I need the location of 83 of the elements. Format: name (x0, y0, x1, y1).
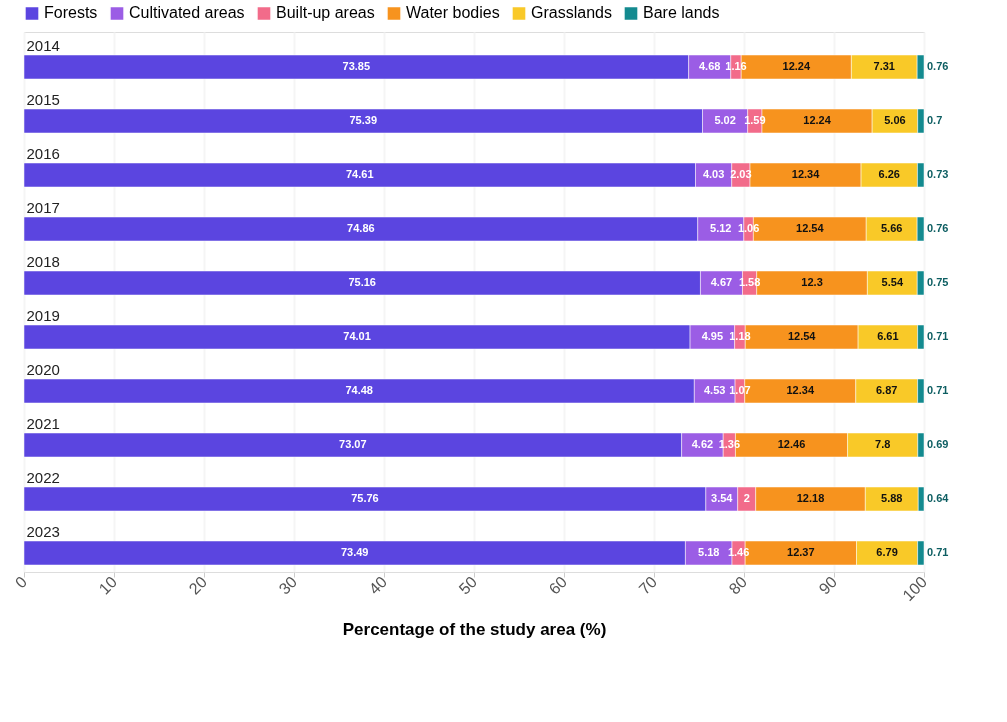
legend-label: Cultivated areas (129, 4, 245, 22)
legend-label: Water bodies (406, 4, 500, 22)
x-tick-label: 50 (455, 573, 481, 598)
data-label: 12.34 (791, 168, 821, 180)
x-tick-label: 90 (815, 573, 841, 598)
x-axis-title: Percentage of the study area (%) (342, 620, 607, 640)
data-label: 0.64 (927, 492, 950, 504)
data-label: 12.34 (786, 384, 815, 396)
data-label: 5.54 (881, 276, 904, 288)
y-tick-label: 2020 (26, 361, 60, 378)
data-label: 0.75 (927, 276, 949, 288)
x-tick-label: 30 (275, 573, 301, 598)
data-label: 74.48 (345, 384, 373, 396)
data-label: 6.79 (876, 546, 898, 558)
x-tick-label: 60 (545, 573, 571, 598)
data-label: 12.54 (787, 330, 817, 342)
data-label: 4.03 (702, 168, 725, 180)
data-label: 12.46 (777, 438, 806, 450)
x-tick-label: 20 (185, 573, 211, 598)
data-label: 3.54 (711, 492, 734, 504)
data-label: 0.71 (927, 384, 949, 396)
data-label: 0.76 (927, 222, 949, 234)
data-label: 12.18 (796, 492, 825, 504)
data-label: 0.7 (927, 114, 943, 126)
data-label: 5.66 (880, 222, 903, 234)
data-label: 5.06 (884, 114, 906, 126)
data-label: 12.37 (787, 546, 815, 558)
data-label: 4.53 (703, 384, 726, 396)
data-label: 12.3 (801, 276, 823, 288)
x-tick-label: 40 (365, 573, 391, 598)
y-tick-label: 2016 (26, 145, 60, 162)
x-tick-label: 100 (899, 573, 931, 605)
data-label: 75.16 (348, 276, 376, 288)
data-label: 1.06 (737, 222, 760, 234)
x-tick-label: 0 (11, 573, 31, 592)
data-label: 7.31 (873, 60, 895, 72)
y-tick-label: 2018 (26, 253, 60, 270)
data-label: 6.87 (875, 384, 898, 396)
data-label: 0.69 (927, 438, 949, 450)
data-label: 5.02 (714, 114, 736, 126)
data-label: 4.62 (691, 438, 714, 450)
data-label: 0.76 (927, 60, 949, 72)
data-label: 0.71 (927, 546, 949, 558)
legend-label: Grasslands (531, 4, 612, 22)
data-label: 5.12 (710, 222, 732, 234)
y-tick-label: 2023 (26, 523, 60, 540)
y-tick-label: 2017 (26, 199, 60, 216)
data-label: 4.68 (699, 60, 721, 72)
data-label: 74.61 (345, 168, 374, 180)
data-label: 1.18 (729, 330, 751, 342)
data-label: 12.24 (803, 114, 832, 126)
x-tick-label: 70 (635, 573, 661, 598)
data-label: 74.01 (343, 330, 371, 342)
data-label: 1.16 (725, 60, 747, 72)
y-tick-label: 2015 (26, 91, 60, 108)
data-label: 0.71 (927, 330, 949, 342)
legend-label: Built-up areas (276, 4, 375, 22)
y-tick-label: 2022 (26, 469, 60, 486)
data-label: 7.8 (875, 438, 891, 450)
y-tick-label: 2021 (26, 415, 60, 432)
data-label: 12.24 (782, 60, 811, 72)
data-label: 73.85 (342, 60, 371, 72)
data-label: 5.88 (881, 492, 903, 504)
legend-label: Forests (44, 4, 98, 22)
data-label: 2 (743, 492, 750, 504)
data-label: 74.86 (347, 222, 375, 234)
legend-label: Bare lands (643, 4, 720, 22)
data-label: 4.95 (701, 330, 724, 342)
data-label: 5.18 (698, 546, 720, 558)
x-tick-label: 80 (725, 573, 751, 598)
data-label: 4.67 (710, 276, 733, 288)
data-label: 75.39 (349, 114, 378, 126)
data-label: 73.49 (340, 546, 369, 558)
y-tick-label: 2019 (26, 307, 60, 324)
data-label: 73.07 (339, 438, 367, 450)
data-label: 12.54 (796, 222, 825, 234)
data-label: 6.61 (877, 330, 899, 342)
data-label: 75.76 (351, 492, 379, 504)
data-label: 1.07 (729, 384, 751, 396)
data-label: 6.26 (878, 168, 900, 180)
y-tick-label: 2014 (26, 37, 60, 54)
x-tick-label: 10 (95, 573, 121, 598)
data-label: 0.73 (927, 168, 949, 180)
